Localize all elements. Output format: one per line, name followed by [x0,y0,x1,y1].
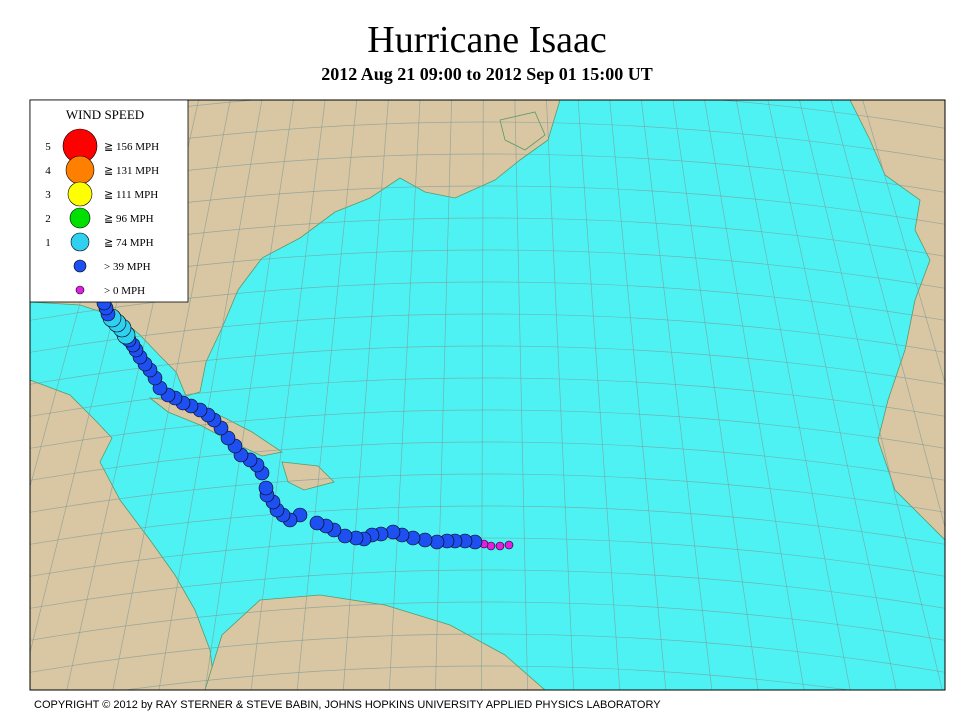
legend-category: 4 [45,165,51,177]
track-point [385,524,401,540]
meridian [672,100,759,690]
title: Hurricane Isaac [367,19,606,61]
legend-swatch [65,155,95,185]
copyright: COPYRIGHT © 2012 by RAY STERNER & STEVE … [34,699,661,711]
track-point [220,430,236,446]
parallel [122,665,852,690]
meridian [799,100,943,690]
legend-category: 1 [45,237,51,249]
legend-category: 5 [45,141,51,153]
parallel [30,569,945,609]
meridian [577,100,621,690]
legend-label: > 0 MPH [104,285,145,297]
track-point [504,540,514,550]
meridian [250,100,326,690]
legend-label: ≧ 96 MPH [104,213,154,225]
legend-swatch [75,285,85,295]
meridian [158,100,263,690]
meridian [767,100,897,690]
meridian [481,100,484,690]
legend-swatch [70,232,90,252]
meridian [204,100,294,690]
iberia-africa [849,100,945,541]
meridian [640,100,713,690]
parallel [30,505,945,545]
parallel [30,537,945,577]
hispaniola [281,461,335,491]
legend-swatch [69,207,91,229]
meridian [830,100,945,529]
legend-label: > 39 MPH [104,261,151,273]
track-point [309,515,325,531]
legend: WIND SPEED 5 ≧ 156 MPH 4 ≧ 131 MPH 3 ≧ 111 MP… [29,99,189,303]
parallel [30,409,945,449]
central-america [30,379,216,690]
parallel [30,473,945,513]
legend-label: ≧ 131 MPH [104,165,159,177]
subtitle: 2012 Aug 21 09:00 to 2012 Sep 01 15:00 U… [321,64,653,84]
meridian [704,100,805,690]
track-point [429,534,445,550]
meridian [514,100,528,690]
track-point [417,532,433,548]
meridian [546,100,575,690]
track-point [258,480,274,496]
legend-label: ≧ 74 MPH [104,237,154,249]
legend-title: WIND SPEED [66,107,144,122]
meridian [735,100,851,690]
legend-label: ≧ 156 MPH [104,141,159,153]
meridian [296,100,358,690]
legend-label: ≧ 111 MPH [104,189,158,201]
parallel [30,633,945,673]
map-frame [29,99,946,691]
meridian [435,100,452,690]
legend-category: 2 [45,213,51,225]
meridian [862,100,945,384]
meridian [609,100,667,690]
parallel [30,441,945,481]
legend-swatch [67,181,93,207]
storm-track [96,205,514,551]
legend-swatch [73,259,87,273]
meridian [389,100,421,690]
track-point [495,541,505,551]
parallel [30,601,945,641]
parallel [30,377,945,417]
meridian [342,100,389,690]
legend-box [29,99,189,303]
legend-category: 3 [45,189,51,201]
newfoundland [499,111,546,151]
